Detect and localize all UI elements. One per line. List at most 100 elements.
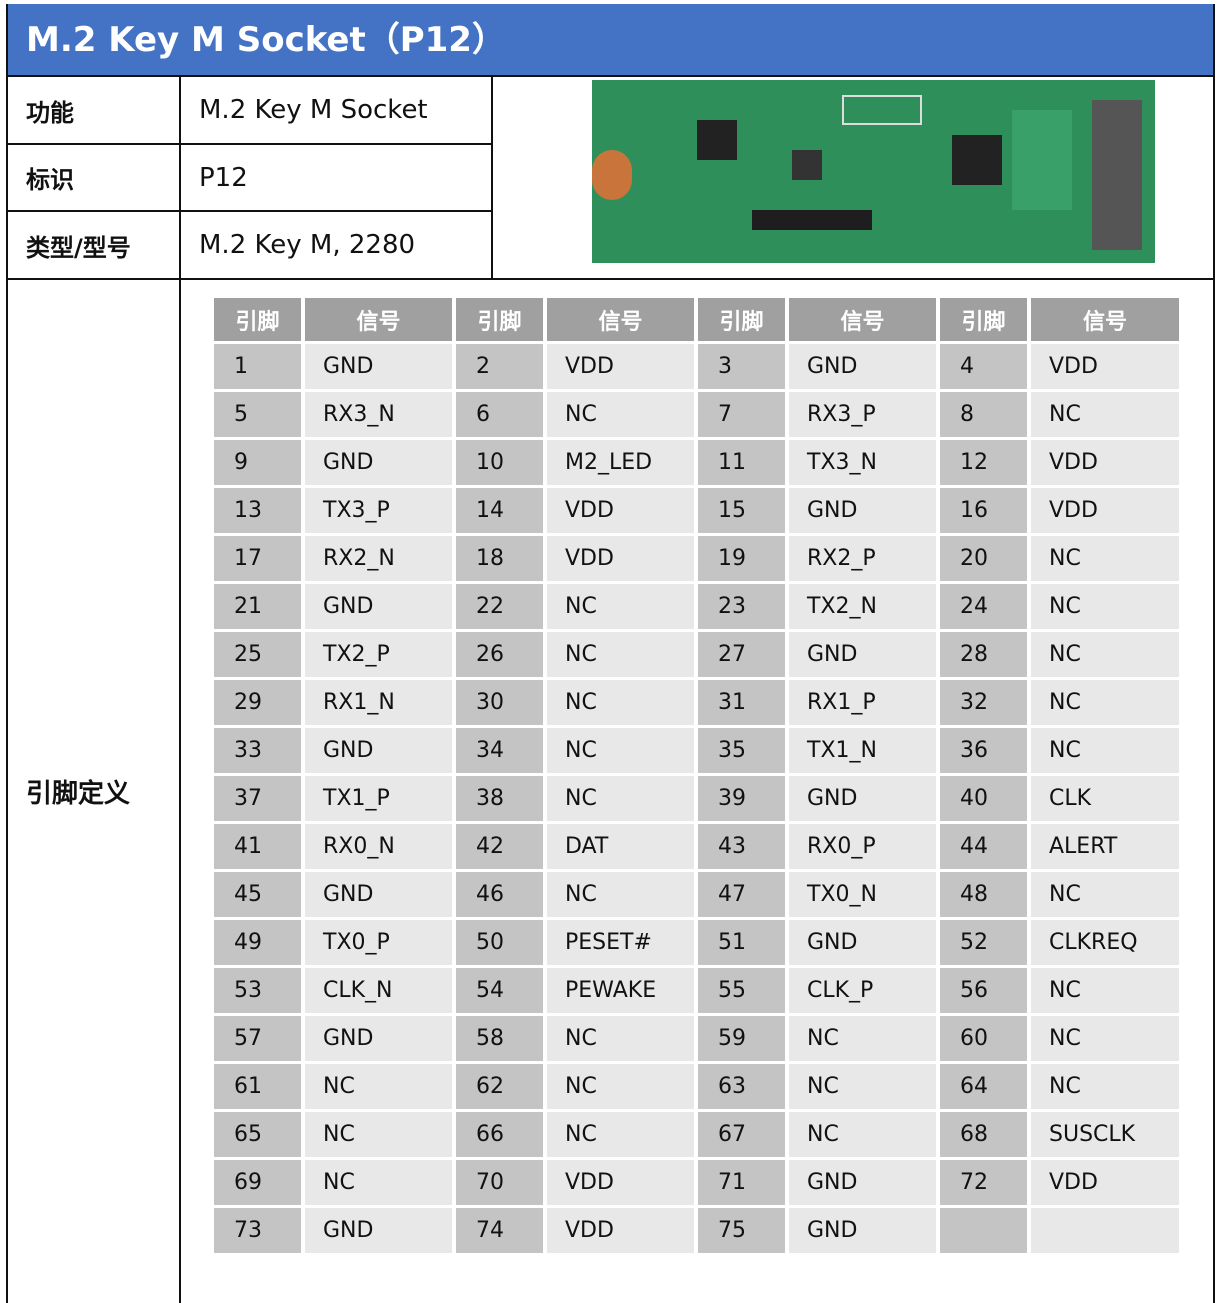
border bbox=[179, 76, 181, 1303]
border bbox=[6, 143, 493, 145]
pin-cell: 24 bbox=[940, 584, 1027, 629]
signal-cell: GND bbox=[789, 1160, 936, 1205]
pin-cell: 74 bbox=[456, 1208, 543, 1253]
signal-cell: NC bbox=[547, 1064, 694, 1109]
border bbox=[6, 75, 1215, 77]
pin-cell: 50 bbox=[456, 920, 543, 965]
info-value: M.2 Key M Socket bbox=[199, 95, 428, 125]
pin-cell: 61 bbox=[214, 1064, 301, 1109]
signal-cell: VDD bbox=[1031, 1160, 1179, 1205]
border bbox=[491, 76, 493, 279]
pin-cell: 22 bbox=[456, 584, 543, 629]
pin-cell: 10 bbox=[456, 440, 543, 485]
pin-cell: 52 bbox=[940, 920, 1027, 965]
pin-cell: 51 bbox=[698, 920, 785, 965]
signal-cell: TX0_N bbox=[789, 872, 936, 917]
pin-cell: 63 bbox=[698, 1064, 785, 1109]
signal-cell: PESET# bbox=[547, 920, 694, 965]
signal-cell: ALERT bbox=[1031, 824, 1179, 869]
chip bbox=[952, 135, 1002, 185]
pin-cell: 75 bbox=[698, 1208, 785, 1253]
signal-cell: TX0_P bbox=[305, 920, 452, 965]
pin-cell: 14 bbox=[456, 488, 543, 533]
signal-cell: NC bbox=[547, 584, 694, 629]
signal-cell: RX1_P bbox=[789, 680, 936, 725]
signal-cell: NC bbox=[547, 392, 694, 437]
pin-cell: 3 bbox=[698, 344, 785, 389]
pin-cell: 11 bbox=[698, 440, 785, 485]
signal-cell: RX3_P bbox=[789, 392, 936, 437]
pin-cell: 64 bbox=[940, 1064, 1027, 1109]
pin-cell: 65 bbox=[214, 1112, 301, 1157]
signal-cell: VDD bbox=[547, 488, 694, 533]
border bbox=[6, 210, 493, 212]
pin-cell: 17 bbox=[214, 536, 301, 581]
pin-cell: 35 bbox=[698, 728, 785, 773]
pin-cell: 48 bbox=[940, 872, 1027, 917]
pin-cell: 36 bbox=[940, 728, 1027, 773]
column-header: 引脚 bbox=[214, 298, 301, 341]
info-value: P12 bbox=[199, 162, 248, 193]
pin-cell: 69 bbox=[214, 1160, 301, 1205]
signal-cell: DAT bbox=[547, 824, 694, 869]
signal-cell: NC bbox=[1031, 632, 1179, 677]
signal-cell: RX2_P bbox=[789, 536, 936, 581]
pin-cell: 18 bbox=[456, 536, 543, 581]
signal-cell: NC bbox=[789, 1016, 936, 1061]
pin-cell: 49 bbox=[214, 920, 301, 965]
silkscreen bbox=[842, 95, 922, 125]
column-header: 引脚 bbox=[456, 298, 543, 341]
signal-cell: PEWAKE bbox=[547, 968, 694, 1013]
pin-cell: 57 bbox=[214, 1016, 301, 1061]
signal-cell: NC bbox=[547, 680, 694, 725]
signal-cell: CLK_N bbox=[305, 968, 452, 1013]
signal-cell: GND bbox=[305, 584, 452, 629]
pin-cell: 2 bbox=[456, 344, 543, 389]
info-label: 功能 bbox=[26, 98, 74, 127]
pin-cell: 12 bbox=[940, 440, 1027, 485]
pin-cell: 20 bbox=[940, 536, 1027, 581]
pin-cell: 19 bbox=[698, 536, 785, 581]
pin-cell: 71 bbox=[698, 1160, 785, 1205]
signal-cell: TX1_P bbox=[305, 776, 452, 821]
pin-cell: 58 bbox=[456, 1016, 543, 1061]
pin-cell: 43 bbox=[698, 824, 785, 869]
signal-cell: NC bbox=[1031, 392, 1179, 437]
chip bbox=[792, 150, 822, 180]
pin-cell: 62 bbox=[456, 1064, 543, 1109]
border bbox=[1213, 4, 1215, 1303]
signal-cell: VDD bbox=[547, 1160, 694, 1205]
signal-cell: GND bbox=[305, 872, 452, 917]
column-header: 信号 bbox=[1031, 298, 1179, 341]
signal-cell: RX0_P bbox=[789, 824, 936, 869]
signal-cell: NC bbox=[1031, 1016, 1179, 1061]
signal-cell: NC bbox=[547, 776, 694, 821]
header-title: M.2 Key M Socket（P12） bbox=[26, 20, 506, 60]
pin-cell bbox=[940, 1208, 1027, 1253]
signal-cell: NC bbox=[547, 1112, 694, 1157]
signal-cell: TX3_N bbox=[789, 440, 936, 485]
signal-cell: NC bbox=[789, 1064, 936, 1109]
signal-cell: TX3_P bbox=[305, 488, 452, 533]
pin-cell: 47 bbox=[698, 872, 785, 917]
pin-cell: 39 bbox=[698, 776, 785, 821]
signal-cell: GND bbox=[789, 488, 936, 533]
border bbox=[6, 4, 8, 1303]
pin-cell: 34 bbox=[456, 728, 543, 773]
pin-cell: 27 bbox=[698, 632, 785, 677]
header-bar bbox=[6, 4, 1215, 76]
pin-cell: 30 bbox=[456, 680, 543, 725]
pin-cell: 5 bbox=[214, 392, 301, 437]
signal-cell: NC bbox=[1031, 968, 1179, 1013]
pin-cell: 13 bbox=[214, 488, 301, 533]
signal-cell: NC bbox=[547, 872, 694, 917]
column-header: 引脚 bbox=[698, 298, 785, 341]
pin-cell: 21 bbox=[214, 584, 301, 629]
pin-cell: 1 bbox=[214, 344, 301, 389]
signal-cell: VDD bbox=[547, 344, 694, 389]
signal-cell: GND bbox=[305, 728, 452, 773]
column-header: 信号 bbox=[305, 298, 452, 341]
signal-cell: GND bbox=[305, 1016, 452, 1061]
